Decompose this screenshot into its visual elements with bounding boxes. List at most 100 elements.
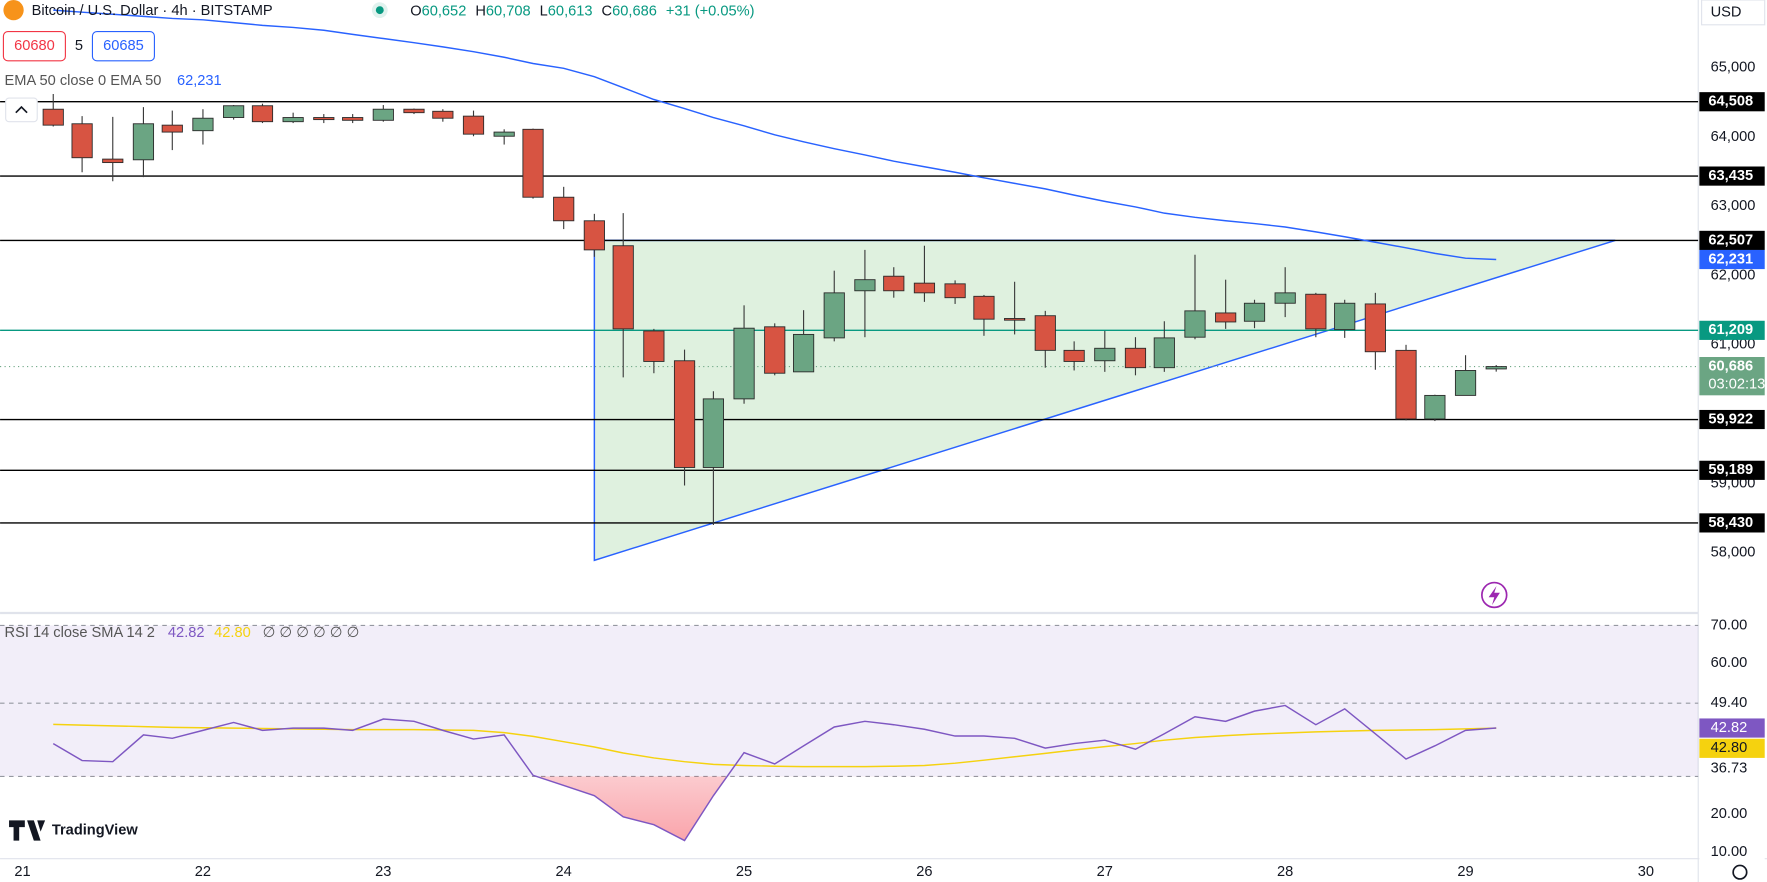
ema-legend-value: 62,231: [177, 73, 222, 89]
level-tag: 58,430: [1708, 515, 1753, 531]
candle-body: [1184, 310, 1206, 338]
level-tag-bg: [1699, 460, 1765, 480]
tv-logo-text: TradingView: [52, 822, 139, 838]
candle-body: [1454, 370, 1477, 396]
level-tag: 59,189: [1708, 462, 1753, 478]
rsi-tag-bg: [1699, 718, 1765, 738]
time-tick-label: 25: [736, 864, 752, 880]
buy-button[interactable]: [91, 30, 155, 62]
time-tick-label: 21: [14, 864, 30, 880]
tv-logo-mark: [9, 820, 46, 841]
level-tag-bg: [1699, 320, 1765, 340]
level-tag-bg: [1699, 92, 1765, 112]
candle-body: [1485, 366, 1507, 370]
candle-body: [1243, 302, 1266, 322]
ema-tag: 62,231: [1708, 251, 1753, 267]
rsi-legend: RSI 14 close SMA 14 2: [5, 625, 155, 641]
candle-body: [553, 196, 575, 222]
chart-layer: 65,00064,00063,00062,00061,00059,00058,0…: [0, 9, 1765, 880]
candle-body: [462, 115, 485, 135]
rsi-tag: 49.40: [1711, 695, 1748, 711]
candle-body: [372, 108, 394, 121]
ohlc-key: C: [602, 3, 613, 19]
sell-button[interactable]: [2, 30, 66, 62]
rsi-tag: 10.00: [1711, 844, 1748, 860]
candle-body: [883, 275, 905, 292]
price-tick-label: 64,000: [1711, 129, 1756, 145]
candle-body: [1334, 302, 1356, 331]
level-tag-bg: [1699, 409, 1765, 430]
candle-body: [944, 283, 966, 299]
candle-body: [702, 398, 724, 468]
candle-body: [1305, 293, 1327, 330]
spread: 5: [75, 38, 83, 54]
time-tick-label: 30: [1638, 864, 1654, 880]
time-tick-label: 27: [1097, 864, 1113, 880]
candle-body: [792, 333, 815, 373]
ohlc-values: O60,652 H60,708 L60,613 C60,686 +31 (+0.05%): [410, 3, 754, 19]
candle-body: [342, 117, 364, 121]
price-tick-label: 65,000: [1711, 60, 1756, 76]
main-pane: [0, 9, 1699, 562]
rsi-tag-bg: [1699, 842, 1765, 862]
price-tick-label: 58,000: [1711, 545, 1756, 561]
collapse-button[interactable]: [5, 97, 38, 123]
candle-body: [673, 360, 696, 468]
level-tag: 61,209: [1708, 322, 1753, 338]
candle-body: [1004, 318, 1026, 321]
settings-icon[interactable]: [1732, 864, 1748, 880]
candle-body: [522, 128, 544, 198]
rsi-tag: 60.00: [1711, 655, 1748, 671]
candle-body: [313, 117, 335, 121]
alert-icon[interactable]: [1481, 581, 1508, 609]
candle-body: [251, 105, 274, 123]
time-tick-label: 29: [1457, 864, 1473, 880]
candle-body: [1063, 349, 1085, 362]
candle-body: [612, 245, 634, 330]
candle-body: [973, 295, 995, 320]
rsi-tag-bg: [1699, 759, 1765, 779]
candle-body: [1364, 303, 1386, 353]
rsi-tag: 42.82: [1711, 720, 1748, 736]
currency[interactable]: USD: [1711, 4, 1742, 20]
level-tag: 62,507: [1708, 232, 1753, 248]
ema-tag-bg: [1699, 249, 1765, 270]
candle-body: [913, 282, 936, 294]
ohlc-key: L: [540, 3, 548, 19]
candle-body: [132, 123, 155, 161]
symbol-title: Bitcoin / U.S. Dollar · 4h · BITSTAMP: [32, 3, 273, 19]
rsi-tag-bg: [1699, 693, 1765, 713]
candle-body: [1274, 292, 1296, 304]
candle-body: [282, 117, 304, 123]
rsi-tag-bg: [1699, 653, 1765, 673]
rsi-tag: 36.73: [1711, 760, 1748, 776]
ohlc-value: 60,708: [486, 3, 531, 19]
last-price-tag: 60,686: [1708, 358, 1753, 374]
candle-body: [583, 220, 605, 251]
sell-price[interactable]: 60680: [14, 38, 55, 54]
candle-body: [102, 158, 124, 164]
level-tag-bg: [1699, 230, 1765, 250]
candle-body: [1094, 347, 1116, 362]
time-tick-label: 24: [556, 864, 572, 880]
currency-button[interactable]: [1701, 0, 1766, 26]
candle-body: [643, 330, 665, 362]
rsi-line: [52, 704, 1497, 842]
rsi-tag-bg: [1699, 804, 1765, 824]
rsi-tag-bg: [1699, 615, 1765, 636]
ohlc-key: H: [475, 3, 486, 19]
rsi-tag-bg: [1699, 738, 1765, 758]
chevron-icon: [15, 105, 28, 114]
level-tag-bg: [1699, 513, 1765, 533]
ohlc-value: 60,686: [612, 3, 657, 19]
ohlc-value: 60,613: [548, 3, 593, 19]
candle-body: [823, 292, 845, 339]
time-tick-label: 26: [916, 864, 932, 880]
ohlc-change: +31 (+0.05%): [666, 3, 755, 19]
buy-price[interactable]: 60685: [103, 38, 144, 54]
coin-icon: [3, 0, 24, 21]
countdown: 03:02:13: [1708, 376, 1765, 392]
